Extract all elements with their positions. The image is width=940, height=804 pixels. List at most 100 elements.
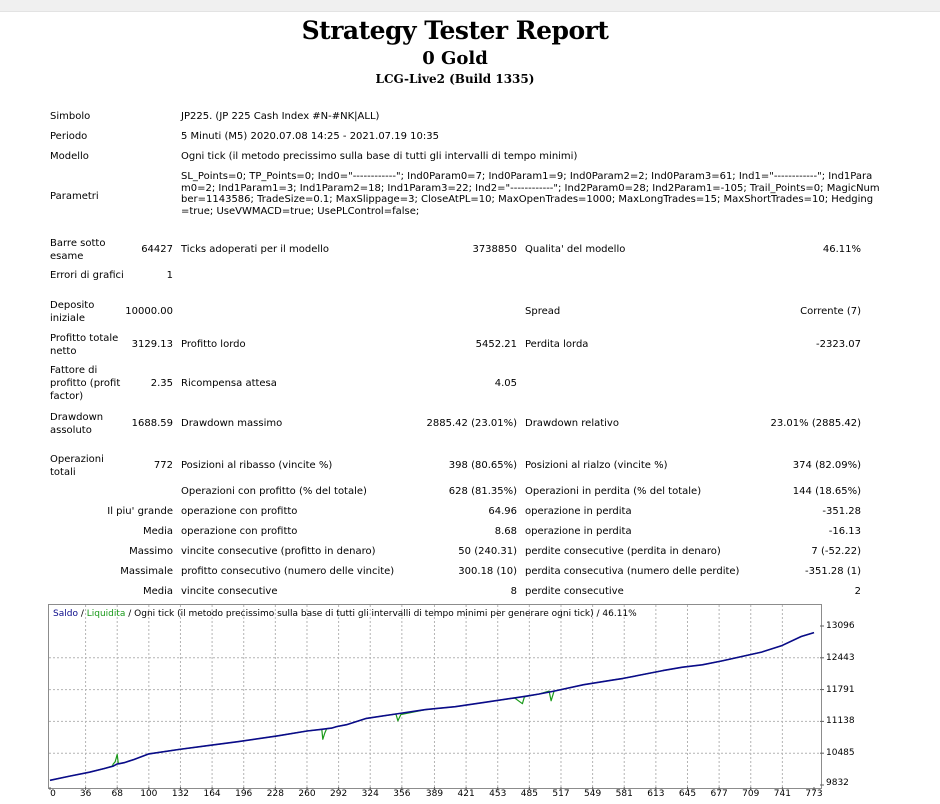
- quality-value: 46.11%: [822, 244, 861, 255]
- maximal-profit-label: profitto consecutivo (numero delle vinci…: [181, 566, 395, 577]
- chart-legend: Saldo / Liquidita / Ogni tick (il metodo…: [53, 609, 637, 620]
- y-tick-label: 12443: [826, 652, 855, 663]
- avg-wins-label: vincite consecutive: [181, 586, 278, 597]
- long-label: Posizioni al rialzo (vincite %): [525, 460, 668, 471]
- avg2-label: Media: [142, 586, 173, 597]
- balance-chart: [48, 604, 822, 789]
- net-profit-label: Profitto totale netto: [50, 333, 119, 357]
- x-tick-label: 100: [140, 789, 158, 799]
- max-label: Massimo: [129, 546, 173, 557]
- avg-profit-label: operazione con profitto: [181, 526, 298, 537]
- spread-label: Spread: [525, 306, 561, 317]
- params-value: SL_Points=0; TP_Points=0; Ind0="--------…: [181, 171, 880, 217]
- payoff-value: 4.05: [494, 378, 517, 389]
- x-tick-label: 421: [457, 789, 475, 799]
- profit-factor-label: Fattore di profitto (profit factor): [50, 365, 121, 402]
- max-wins-value: 50 (240.31): [458, 546, 517, 557]
- x-tick-label: 324: [361, 789, 379, 799]
- x-tick-label: 485: [520, 789, 538, 799]
- max-losses-value: 7 (-52.22): [811, 546, 861, 557]
- errors-value: 1: [166, 270, 173, 281]
- largest-profit-value: 64.96: [488, 506, 517, 517]
- profit-trades-value: 628 (81.35%): [448, 486, 517, 497]
- long-value: 374 (82.09%): [792, 460, 861, 471]
- params-label: Parametri: [50, 191, 99, 202]
- report-server: LCG-Live2 (Build 1335): [375, 72, 535, 86]
- bars-label: Barre sotto esame: [50, 238, 106, 262]
- report-subtitle: 0 Gold: [422, 48, 488, 69]
- gross-loss-value: -2323.07: [816, 339, 861, 350]
- maximal-label: Massimale: [120, 566, 173, 577]
- trades-value: 772: [153, 460, 173, 471]
- x-tick-label: 581: [615, 789, 633, 799]
- x-tick-label: 453: [489, 789, 507, 799]
- x-tick-label: 677: [710, 789, 728, 799]
- legend-sep: /: [77, 609, 87, 619]
- x-tick-label: 132: [171, 789, 190, 799]
- x-tick-label: 389: [425, 789, 444, 799]
- dd-abs-value: 1688.59: [131, 418, 173, 429]
- gross-profit-label: Profitto lordo: [181, 339, 246, 350]
- y-tick-label: 9832: [826, 778, 849, 788]
- dd-max-value: 2885.42 (23.01%): [426, 418, 517, 429]
- x-tick-label: 68: [111, 789, 123, 799]
- x-tick-label: 741: [773, 789, 791, 799]
- loss-trades-value: 144 (18.65%): [792, 486, 861, 497]
- avg-profit-value: 8.68: [494, 526, 517, 537]
- max-wins-label: vincite consecutive (profitto in denaro): [181, 546, 376, 557]
- x-tick-label: 356: [393, 789, 411, 799]
- max-losses-label: perdite consecutive (perdita in denaro): [525, 546, 721, 557]
- x-tick-label: 260: [298, 789, 316, 799]
- ticks-value: 3738850: [472, 244, 517, 255]
- short-label: Posizioni al ribasso (vincite %): [181, 460, 333, 471]
- short-value: 398 (80.65%): [448, 460, 517, 471]
- legend-balance: Saldo: [53, 609, 78, 619]
- period-label: Periodo: [50, 131, 88, 142]
- x-tick-label: 773: [805, 789, 823, 799]
- y-tick-label: 13096: [826, 621, 855, 631]
- deposit-value: 10000.00: [125, 306, 173, 317]
- x-tick-label: 613: [647, 789, 665, 799]
- largest-label: Il piu' grande: [107, 506, 173, 517]
- x-tick-label: 292: [330, 789, 348, 799]
- dd-rel-value: 23.01% (2885.42): [770, 418, 861, 429]
- model-value: Ogni tick (il metodo precissimo sulla ba…: [181, 151, 578, 162]
- report-title: Strategy Tester Report: [301, 16, 609, 45]
- spread-value: Corrente (7): [800, 306, 861, 317]
- profit-factor-value: 2.35: [150, 378, 173, 389]
- maximal-profit-value: 300.18 (10): [458, 566, 517, 577]
- gross-profit-value: 5452.21: [475, 339, 517, 350]
- deposit-label: Deposito iniziale: [50, 300, 95, 324]
- y-tick-label: 10485: [826, 748, 855, 759]
- legend-equity: Liquidita: [86, 609, 126, 619]
- x-tick-label: 0: [50, 789, 56, 799]
- maximal-loss-label: perdita consecutiva (numero delle perdit…: [525, 566, 740, 577]
- dd-rel-label: Drawdown relativo: [525, 418, 619, 429]
- loss-trades-label: Operazioni in perdita (% del totale): [525, 486, 702, 497]
- x-tick-label: 196: [235, 789, 253, 799]
- largest-loss-value: -351.28: [822, 506, 861, 517]
- symbol-label: Simbolo: [50, 111, 91, 122]
- y-tick-label: 11791: [826, 684, 855, 695]
- bars-value: 64427: [141, 244, 173, 255]
- x-tick-label: 36: [79, 789, 92, 799]
- avg-losses-label: perdite consecutive: [525, 586, 624, 597]
- symbol-value: JP225. (JP 225 Cash Index #N-#NK|ALL): [181, 111, 380, 122]
- x-tick-label: 709: [742, 789, 760, 799]
- avg-label: Media: [142, 526, 173, 537]
- ticks-label: Ticks adoperati per il modello: [181, 244, 330, 255]
- avg-loss-label: operazione in perdita: [525, 526, 632, 537]
- dd-max-label: Drawdown massimo: [181, 418, 283, 429]
- model-label: Modello: [50, 151, 89, 162]
- avg-losses-value: 2: [854, 586, 861, 597]
- balance-line: [49, 631, 815, 782]
- x-tick-label: 517: [552, 789, 570, 799]
- x-tick-label: 228: [266, 789, 284, 799]
- largest-loss-label: operazione in perdita: [525, 506, 632, 517]
- equity-line: [49, 632, 815, 781]
- dd-abs-label: Drawdown assoluto: [50, 412, 104, 436]
- y-tick-label: 11138: [826, 716, 855, 727]
- maximal-loss-value: -351.28 (1): [805, 566, 861, 577]
- x-tick-label: 645: [678, 789, 697, 799]
